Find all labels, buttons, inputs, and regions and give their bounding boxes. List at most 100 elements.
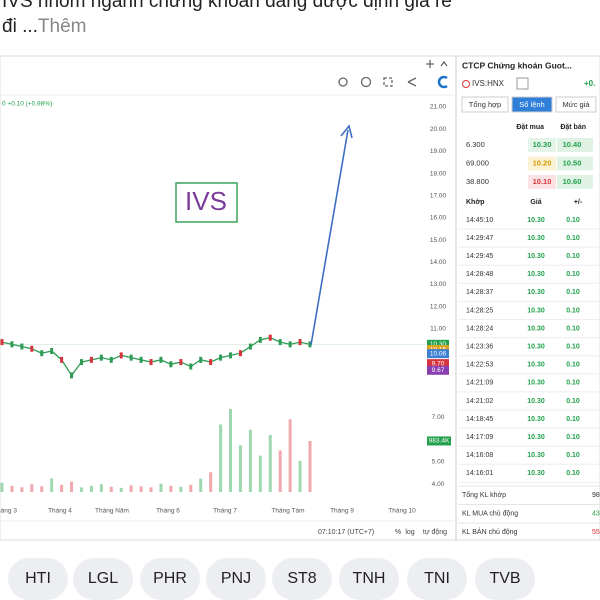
volume-bar: [79, 487, 83, 492]
price-line: [1, 336, 311, 377]
y-tick-label: 16.00: [430, 215, 447, 222]
trade-time: 14:28:24: [466, 325, 493, 332]
footer-label[interactable]: tự động: [423, 529, 447, 536]
trade-change: 0.10: [566, 253, 580, 260]
candle: [288, 341, 292, 348]
volume-bar: [199, 478, 203, 492]
candle: [219, 354, 223, 361]
trade-header: Giá: [530, 199, 541, 206]
footer-label[interactable]: %: [395, 529, 401, 536]
candle: [20, 343, 24, 350]
footer-label: 07:10:17 (UTC+7): [318, 529, 374, 536]
tag-pill[interactable]: [8, 558, 68, 600]
tag-label[interactable]: TNH: [353, 570, 386, 587]
fullscreen-icon[interactable]: [383, 77, 393, 87]
settings-icon[interactable]: [360, 76, 372, 88]
candle: [139, 356, 143, 363]
buy-cell: [528, 156, 556, 171]
tag-label[interactable]: LGL: [88, 570, 118, 587]
candle: [109, 356, 113, 363]
trade-change: 0.10: [566, 289, 580, 296]
volume-bar: [0, 482, 4, 492]
trade-change: 0.10: [566, 217, 580, 224]
x-tick-label: Tháng Năm: [95, 508, 129, 515]
volume-bar: [258, 455, 262, 492]
footer-label[interactable]: log: [405, 529, 414, 536]
volume-bar: [209, 472, 213, 492]
tag-pill[interactable]: [339, 558, 399, 600]
tag-label[interactable]: ST8: [287, 570, 316, 587]
window-icons[interactable]: [426, 60, 448, 68]
tag-label[interactable]: PHR: [153, 570, 187, 587]
x-tick-label: Tháng 3: [0, 508, 17, 515]
symbol: IVS:HNX: [472, 79, 505, 88]
tag-label[interactable]: PNJ: [221, 570, 251, 587]
candle: [10, 341, 14, 348]
toolbar-icons: [338, 60, 448, 89]
trade-time: 14:18:45: [466, 416, 493, 423]
volume-bar: [149, 487, 153, 492]
trade-price: 10.30: [527, 416, 545, 423]
trade-time: 14:16:08: [466, 452, 493, 459]
candle: [70, 372, 74, 379]
price-badge: [427, 339, 449, 349]
sell-price: 10.50: [563, 158, 582, 167]
y-tick-label: 15.00: [430, 237, 447, 244]
buy-cell: [528, 138, 556, 152]
change-label: 0 +0.10 (+0.98%): [2, 101, 52, 108]
tag-pill[interactable]: [272, 558, 332, 600]
sell-price: 10.60: [563, 177, 582, 186]
trade-price: 10.30: [527, 253, 545, 260]
tab[interactable]: [555, 96, 597, 113]
trade-time: 14:28:48: [466, 271, 493, 278]
tab[interactable]: [511, 96, 553, 113]
y-tick-label: 14.00: [430, 259, 447, 266]
candle: [268, 334, 272, 341]
tab[interactable]: [461, 96, 509, 113]
summary-value: 98: [592, 492, 600, 499]
trade-time: 14:45:10: [466, 217, 493, 224]
share-icon[interactable]: [407, 77, 417, 87]
candle: [229, 352, 233, 359]
tag-pill[interactable]: [407, 558, 467, 600]
volume-bar: [50, 478, 54, 492]
summary-value: 43: [592, 510, 600, 517]
trade-change: 0.10: [566, 398, 580, 405]
post-text-end: đi ...: [2, 16, 38, 37]
post-text: IVS nhóm ngành chứng khoán đang được địn…: [2, 0, 452, 12]
volume-bar: [238, 445, 242, 492]
tag-pill[interactable]: [475, 558, 535, 600]
volume-bar: [60, 484, 64, 492]
volume-bar: [248, 429, 252, 492]
candle: [30, 345, 34, 352]
sell-price: 10.40: [563, 140, 582, 149]
candle: [189, 363, 193, 370]
trade-price: 10.30: [527, 380, 545, 387]
tag-pill[interactable]: [73, 558, 133, 600]
volume-bar: [40, 486, 44, 492]
trade-time: 14:28:25: [466, 307, 493, 314]
buy-cell: [528, 175, 556, 189]
y-tick-label: 5.00: [432, 459, 445, 466]
tab-label[interactable]: Mức giá: [562, 100, 590, 109]
trade-price: 10.30: [527, 271, 545, 278]
symbol-icon: [462, 80, 470, 88]
tag-label[interactable]: HTI: [25, 570, 51, 587]
trade-time: 14:28:37: [466, 289, 493, 296]
tag-label[interactable]: TVB: [489, 570, 520, 587]
trade-price: 10.30: [527, 398, 545, 405]
y-tick-label: 19.00: [430, 148, 447, 155]
see-more[interactable]: Thêm: [38, 16, 87, 37]
volume-bar: [268, 434, 272, 492]
volume-bar: [119, 487, 123, 492]
zoom-icon[interactable]: [338, 77, 348, 87]
tag-pill[interactable]: [140, 558, 200, 600]
tag-pill[interactable]: [206, 558, 266, 600]
trade-time: 14:29:47: [466, 235, 493, 242]
tag-label[interactable]: TNI: [424, 570, 450, 587]
tab-label[interactable]: Tổng hợp: [469, 100, 501, 109]
tab-label[interactable]: Sổ lệnh: [519, 100, 544, 109]
trade-price: 10.30: [527, 452, 545, 459]
plot: [0, 334, 425, 492]
edit-icon[interactable]: [516, 77, 529, 90]
